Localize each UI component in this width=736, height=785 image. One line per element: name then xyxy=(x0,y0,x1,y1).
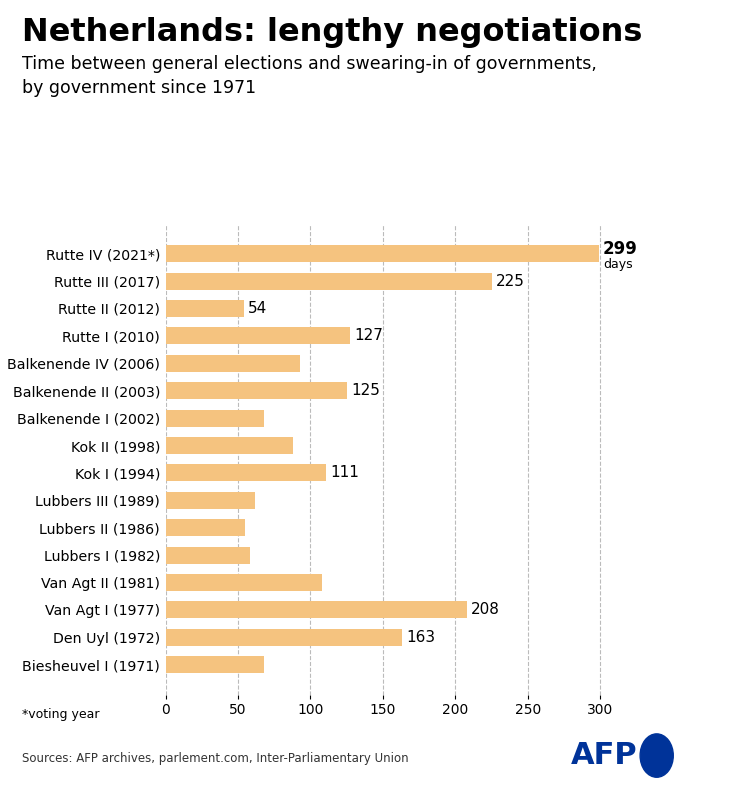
Bar xyxy=(166,574,322,591)
Text: 54: 54 xyxy=(248,301,267,316)
Bar xyxy=(166,382,347,400)
Bar xyxy=(166,245,599,262)
Bar xyxy=(166,327,350,345)
Bar xyxy=(166,437,293,454)
Bar xyxy=(166,629,402,646)
Text: 225: 225 xyxy=(496,273,525,289)
Text: 111: 111 xyxy=(330,466,360,480)
Bar xyxy=(166,465,326,481)
Text: AFP: AFP xyxy=(570,741,637,770)
Bar xyxy=(166,601,467,619)
Text: 127: 127 xyxy=(354,328,383,343)
Text: Sources: AFP archives, parlement.com, Inter-Parliamentary Union: Sources: AFP archives, parlement.com, In… xyxy=(22,752,408,765)
Bar xyxy=(166,656,264,674)
Text: days: days xyxy=(603,257,633,271)
Bar xyxy=(166,492,255,509)
Bar xyxy=(166,519,245,536)
Bar xyxy=(166,355,300,372)
Bar xyxy=(166,410,264,426)
Bar xyxy=(166,272,492,290)
Text: 125: 125 xyxy=(351,383,380,398)
Bar xyxy=(166,546,250,564)
Text: Netherlands: lengthy negotiations: Netherlands: lengthy negotiations xyxy=(22,17,643,48)
Text: 299: 299 xyxy=(603,239,638,257)
Bar xyxy=(166,300,244,317)
Circle shape xyxy=(640,734,673,777)
Text: *voting year: *voting year xyxy=(22,708,99,721)
Text: 163: 163 xyxy=(406,630,435,645)
Text: 208: 208 xyxy=(471,603,500,618)
Text: Time between general elections and swearing-in of governments,
by government sin: Time between general elections and swear… xyxy=(22,55,597,97)
